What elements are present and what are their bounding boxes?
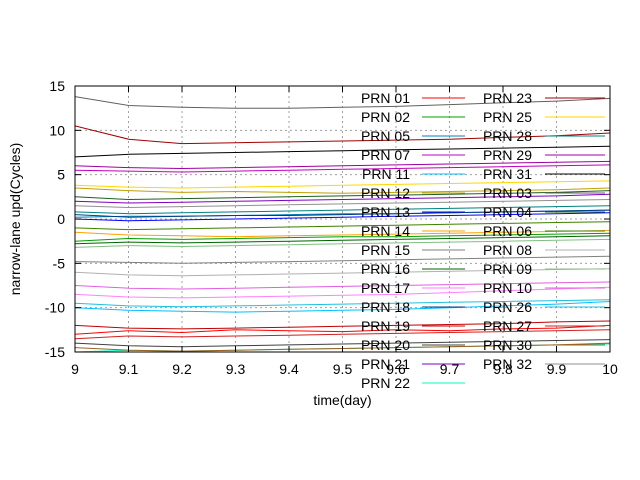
legend-label: PRN 06 [483, 223, 532, 239]
series-line-28 [74, 299, 611, 308]
series-line-15 [74, 193, 611, 204]
series-line-29 [74, 329, 611, 340]
legend-label: PRN 09 [483, 261, 532, 277]
legend-label: PRN 13 [361, 204, 410, 220]
legend-label: PRN 04 [483, 204, 532, 220]
x-tick-label: 10 [602, 361, 618, 377]
series-line-10 [74, 235, 611, 245]
legend-label: PRN 19 [361, 318, 410, 334]
series-line-26 [74, 238, 611, 248]
legend-label: PRN 18 [361, 299, 410, 315]
series-line-19 [74, 205, 611, 215]
y-tick-label: -15 [45, 344, 65, 360]
legend-label: PRN 02 [361, 109, 410, 125]
y-tick-label: 10 [49, 122, 65, 138]
series-line-25 [74, 268, 611, 277]
y-tick-label: 15 [49, 78, 65, 94]
y-axis: -15 -10 -5 0 5 10 15 [45, 78, 610, 360]
legend-label: PRN 05 [361, 128, 410, 144]
series-line-21 [74, 145, 611, 158]
legend-label: PRN 28 [483, 128, 532, 144]
series-line-27 [74, 281, 611, 290]
series-line-31 [74, 199, 611, 209]
legend-label: PRN 10 [483, 280, 532, 296]
series-line-9 [74, 255, 611, 264]
series-line-23 [74, 190, 611, 201]
series-line-4 [74, 164, 611, 173]
series-line-8 [74, 230, 611, 238]
series-line-14 [74, 339, 611, 348]
y-axis-label: narrow-lane upd(Cycles) [7, 143, 23, 296]
x-axis: 9 9.1 9.2 9.3 9.4 9.5 9.6 9.7 9.8 9.9 10 [71, 86, 618, 377]
series-lines [74, 96, 611, 353]
x-tick-label: 9.2 [172, 361, 192, 377]
x-tick-label: 9.1 [119, 361, 139, 377]
legend: PRN 01 PRN 02 PRN 05 PRN 07 PRN 11 PRN 12 PRN … [361, 90, 605, 391]
series-line-12 [74, 209, 611, 218]
legend-label: PRN 26 [483, 299, 532, 315]
series-line-13 [74, 320, 611, 330]
legend-label: PRN 15 [361, 242, 410, 258]
series-line-20 [74, 160, 611, 170]
series-line-18 [74, 180, 611, 189]
legend-label: PRN 16 [361, 261, 410, 277]
x-tick-label: 9.6 [386, 361, 406, 377]
series-line-7 [74, 212, 611, 222]
x-tick-label: 9.7 [440, 361, 460, 377]
x-tick-label: 9.9 [547, 361, 567, 377]
legend-label: PRN 30 [483, 337, 532, 353]
series-line-1 [74, 324, 611, 335]
x-tick-label: 9.4 [279, 361, 299, 377]
series-line-22 [74, 96, 611, 109]
legend-label: PRN 25 [483, 109, 532, 125]
legend-label: PRN 01 [361, 90, 410, 106]
legend-label: PRN 32 [483, 356, 532, 372]
y-tick-label: -5 [53, 255, 66, 271]
y-tick-label: -10 [45, 300, 65, 316]
x-tick-label: 9.8 [493, 361, 513, 377]
legend-label: PRN 31 [483, 166, 532, 182]
legend-label: PRN 07 [361, 147, 410, 163]
y-tick-label: 5 [57, 167, 65, 183]
legend-label: PRN 03 [483, 185, 532, 201]
legend-label: PRN 27 [483, 318, 532, 334]
legend-label: PRN 29 [483, 147, 532, 163]
series-line-17 [74, 125, 611, 145]
x-tick-label: 9 [71, 361, 79, 377]
series-line-2 [74, 232, 611, 242]
series-line-5 [74, 301, 611, 313]
legend-label: PRN 17 [361, 280, 410, 296]
legend-label: PRN 20 [361, 337, 410, 353]
x-tick-label: 9.5 [333, 361, 353, 377]
legend-label: PRN 23 [483, 90, 532, 106]
legend-label: PRN 08 [483, 242, 532, 258]
x-axis-label: time(day) [313, 392, 371, 408]
legend-label: PRN 22 [361, 375, 410, 391]
y-tick-label: 0 [57, 211, 65, 227]
legend-label: PRN 11 [362, 166, 410, 182]
legend-label: PRN 12 [361, 185, 410, 201]
series-line-24 [74, 221, 611, 231]
series-line-11 [74, 286, 611, 299]
legend-label: PRN 14 [361, 223, 410, 239]
legend-label: PRN 21 [361, 356, 410, 372]
series-line-6 [74, 187, 611, 194]
x-tick-label: 9.3 [226, 361, 246, 377]
